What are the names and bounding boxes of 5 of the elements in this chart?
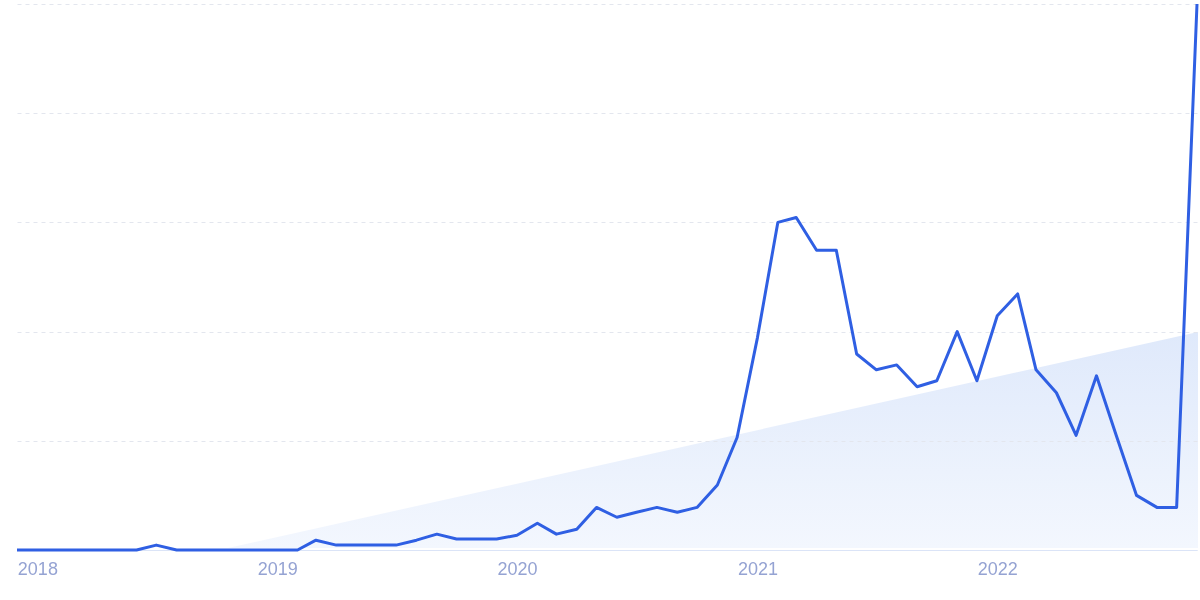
x-tick-label: 2018 (17, 558, 58, 579)
x-tick-label: 2019 (257, 558, 298, 579)
x-tick-label: 2020 (497, 558, 538, 579)
x-tick-label: 2022 (977, 558, 1018, 579)
x-tick-label: 2021 (737, 558, 778, 579)
